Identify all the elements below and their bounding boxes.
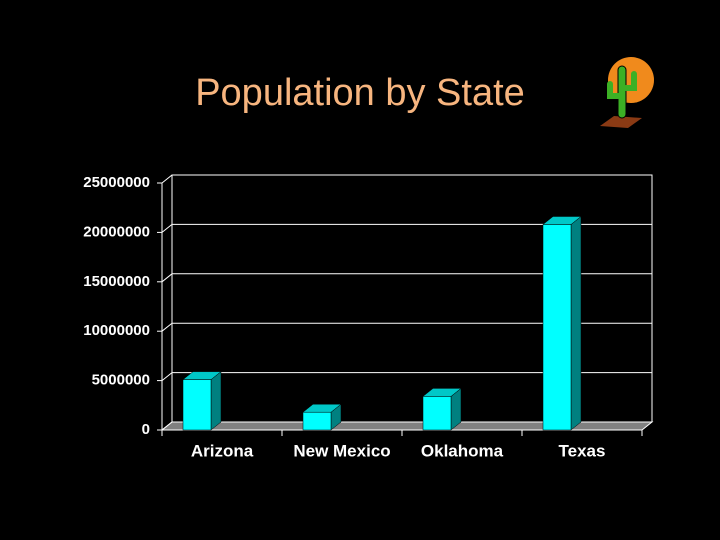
y-tick-label: 5000000 — [92, 372, 150, 389]
x-tick-label: Texas — [559, 441, 606, 460]
cactus-icon — [600, 57, 654, 128]
y-tick-label: 25000000 — [83, 174, 150, 191]
y-tick-label: 0 — [142, 421, 150, 438]
bar — [302, 411, 332, 431]
bar — [422, 396, 452, 431]
y-tick-label: 20000000 — [83, 223, 150, 240]
chart-title: Population by State — [195, 72, 525, 114]
bar — [182, 379, 212, 431]
x-tick-label: Arizona — [191, 441, 254, 460]
y-tick-label: 10000000 — [83, 322, 150, 339]
grid-line — [161, 322, 652, 332]
bar — [542, 224, 572, 431]
bar-side — [570, 215, 582, 431]
x-tick-label: New Mexico — [293, 441, 390, 460]
x-tick-label: Oklahoma — [421, 441, 504, 460]
plot-area: 0 5000000 10000000 15000000 20000000 25000000… — [83, 174, 654, 460]
grid-line — [161, 273, 652, 283]
grid-line — [161, 372, 652, 381]
grid-line — [161, 174, 652, 184]
grid-line — [161, 223, 652, 233]
y-tick-label: 15000000 — [83, 273, 150, 290]
bar-side — [210, 371, 222, 431]
grid-line — [161, 421, 652, 431]
